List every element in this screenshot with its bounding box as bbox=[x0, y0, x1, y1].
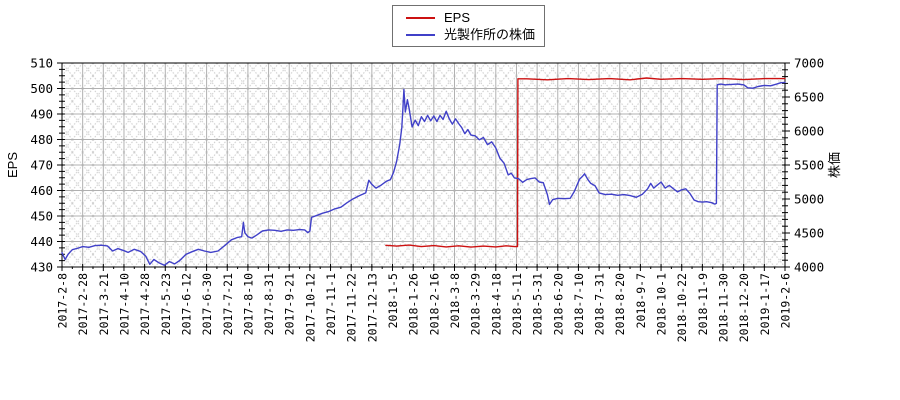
svg-text:2018-11-9: 2018-11-9 bbox=[696, 273, 710, 335]
svg-text:2017-6-30: 2017-6-30 bbox=[200, 273, 214, 335]
right-axis-title: 株価 bbox=[827, 152, 842, 178]
legend-label-stock: 光製作所の株価 bbox=[444, 27, 536, 42]
svg-text:2018-4-18: 2018-4-18 bbox=[489, 273, 503, 335]
svg-text:2018-7-10: 2018-7-10 bbox=[572, 273, 586, 335]
svg-text:7000: 7000 bbox=[794, 56, 824, 71]
svg-text:2018-6-20: 2018-6-20 bbox=[551, 273, 565, 335]
svg-text:2018-2-16: 2018-2-16 bbox=[427, 273, 441, 335]
svg-text:510: 510 bbox=[30, 56, 53, 71]
svg-text:2017-3-21: 2017-3-21 bbox=[97, 273, 111, 335]
legend-item-eps: EPS bbox=[393, 11, 544, 24]
svg-text:5000: 5000 bbox=[794, 192, 824, 207]
right-tick-labels: 4000 4500 5000 5500 6000 6500 7000 bbox=[794, 56, 824, 275]
svg-text:2018-1-5: 2018-1-5 bbox=[386, 273, 400, 328]
svg-text:2017-11-22: 2017-11-22 bbox=[345, 273, 359, 342]
svg-text:2018-12-20: 2018-12-20 bbox=[737, 273, 751, 342]
svg-text:480: 480 bbox=[30, 132, 53, 147]
left-tick-labels: 430 440 450 460 470 480 490 500 510 bbox=[30, 56, 53, 275]
svg-text:2018-8-20: 2018-8-20 bbox=[613, 273, 627, 335]
svg-text:6500: 6500 bbox=[794, 90, 824, 105]
legend-label-eps: EPS bbox=[444, 10, 471, 25]
svg-text:2017-12-13: 2017-12-13 bbox=[365, 273, 379, 342]
svg-text:2018-3-8: 2018-3-8 bbox=[448, 273, 462, 328]
svg-text:2018-11-30: 2018-11-30 bbox=[717, 273, 731, 342]
plot-border bbox=[61, 62, 786, 268]
svg-text:500: 500 bbox=[30, 81, 53, 96]
svg-text:2017-4-28: 2017-4-28 bbox=[138, 273, 152, 335]
svg-text:6000: 6000 bbox=[794, 124, 824, 139]
svg-text:2019-1-17: 2019-1-17 bbox=[758, 273, 772, 335]
svg-text:2017-5-23: 2017-5-23 bbox=[159, 273, 173, 335]
svg-text:2017-8-31: 2017-8-31 bbox=[262, 273, 276, 335]
left-axis-title: EPS bbox=[5, 152, 20, 178]
svg-text:2018-7-31: 2018-7-31 bbox=[593, 273, 607, 335]
svg-text:5500: 5500 bbox=[794, 158, 824, 173]
gridlines bbox=[62, 63, 785, 267]
x-tick-labels: 2017-2-8 2017-2-28 2017-3-21 2017-4-10 2017-… bbox=[56, 273, 793, 342]
svg-text:2018-9-7: 2018-9-7 bbox=[634, 273, 648, 328]
stock-price-line bbox=[61, 81, 786, 266]
svg-text:460: 460 bbox=[30, 183, 53, 198]
svg-text:440: 440 bbox=[30, 234, 53, 249]
svg-text:2017-4-10: 2017-4-10 bbox=[117, 273, 131, 335]
svg-text:2017-2-28: 2017-2-28 bbox=[76, 273, 90, 335]
svg-text:2019-2-6: 2019-2-6 bbox=[779, 273, 793, 328]
svg-text:2018-10-22: 2018-10-22 bbox=[675, 273, 689, 342]
svg-text:2017-8-10: 2017-8-10 bbox=[241, 273, 255, 335]
svg-text:2017-11-1: 2017-11-1 bbox=[324, 273, 338, 335]
svg-text:4000: 4000 bbox=[794, 260, 824, 275]
svg-text:2018-10-1: 2018-10-1 bbox=[655, 273, 669, 335]
eps-line bbox=[385, 77, 786, 248]
svg-text:2018-3-29: 2018-3-29 bbox=[469, 273, 483, 335]
svg-text:2017-7-21: 2017-7-21 bbox=[221, 273, 235, 335]
svg-text:2017-6-12: 2017-6-12 bbox=[179, 273, 193, 335]
legend-item-stock: 光製作所の株価 bbox=[393, 28, 544, 41]
svg-text:2017-10-12: 2017-10-12 bbox=[303, 273, 317, 342]
stock-line-sample-icon bbox=[406, 33, 435, 36]
svg-text:430: 430 bbox=[30, 260, 53, 275]
svg-text:2018-1-26: 2018-1-26 bbox=[407, 273, 421, 335]
svg-text:4500: 4500 bbox=[794, 226, 824, 241]
svg-text:450: 450 bbox=[30, 209, 53, 224]
svg-text:470: 470 bbox=[30, 158, 53, 173]
svg-text:2018-5-11: 2018-5-11 bbox=[510, 273, 524, 335]
svg-text:2018-5-31: 2018-5-31 bbox=[531, 273, 545, 335]
svg-text:2017-2-8: 2017-2-8 bbox=[56, 273, 70, 328]
svg-text:490: 490 bbox=[30, 107, 53, 122]
svg-text:2017-9-21: 2017-9-21 bbox=[283, 273, 297, 335]
eps-line-sample-icon bbox=[406, 16, 435, 19]
legend: EPS 光製作所の株価 bbox=[392, 5, 545, 47]
